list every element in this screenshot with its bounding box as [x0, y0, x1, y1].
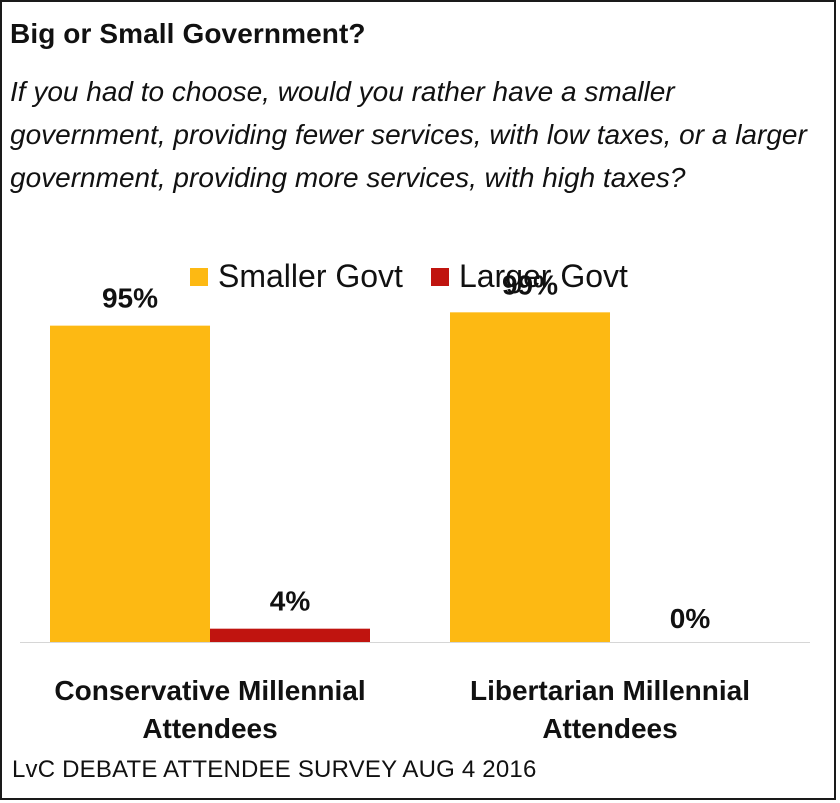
bar-larger-govt-0	[210, 628, 370, 642]
bar-smaller-govt-0	[50, 325, 210, 642]
legend-swatch-larger-govt	[430, 267, 449, 286]
legend: Smaller Govt Larger Govt	[190, 258, 656, 295]
legend-item-larger-govt: Larger Govt	[430, 258, 628, 295]
data-label-larger-govt-1: 0%	[670, 603, 711, 634]
data-label-smaller-govt-1: 99%	[502, 269, 558, 300]
legend-item-smaller-govt: Smaller Govt	[190, 258, 403, 295]
chart-subtitle: If you had to choose, would you rather h…	[10, 76, 807, 193]
legend-label-larger-govt: Larger Govt	[458, 258, 628, 294]
legend-label-smaller-govt: Smaller Govt	[218, 258, 403, 294]
data-label-larger-govt-0: 4%	[270, 586, 311, 617]
chart-title: Big or Small Government?	[10, 18, 366, 49]
source-note: LvC DEBATE ATTENDEE SURVEY AUG 4 2016	[12, 756, 537, 783]
data-label-smaller-govt-0: 95%	[102, 283, 158, 314]
bar-smaller-govt-1	[450, 312, 610, 642]
category-label-0-1: Attendees	[142, 713, 277, 744]
category-label-1-0: Libertarian Millennial	[470, 675, 750, 706]
legend-swatch-smaller-govt	[190, 267, 208, 286]
category-label-0-0: Conservative Millennial	[54, 675, 365, 706]
category-label-1-1: Attendees	[542, 713, 677, 744]
